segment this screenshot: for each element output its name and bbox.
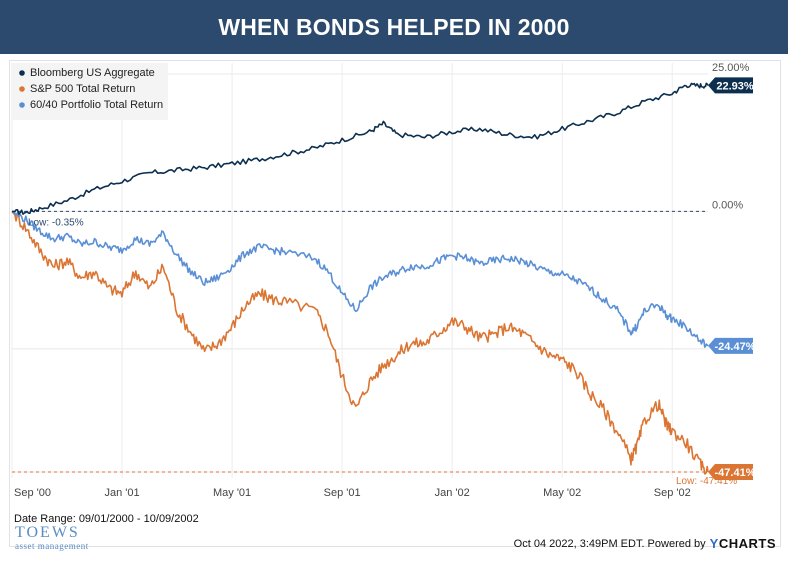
logo-main: TOEWS — [15, 524, 80, 541]
legend-marker-1 — [19, 86, 25, 92]
logo-sub: asset management — [15, 541, 89, 551]
x-tick-label: Jan '02 — [435, 487, 470, 499]
legend-marker-0 — [19, 70, 25, 76]
series-line-0 — [11, 82, 709, 215]
end-label-0: 22.93% — [716, 80, 754, 92]
legend-label-1: S&P 500 Total Return — [30, 83, 135, 95]
low-annotation-sp500: Low: -47.41% — [676, 476, 737, 487]
legend-box — [12, 63, 168, 120]
legend-label-0: Bloomberg US Aggregate — [30, 67, 155, 79]
end-label-tag-1 — [708, 464, 753, 481]
footer-credit: Oct 04 2022, 3:49PM EDT. Powered by YCHA… — [514, 536, 776, 551]
end-label-tag-2 — [708, 337, 753, 354]
legend-marker-2 — [19, 102, 25, 108]
x-tick-label: May '02 — [543, 487, 581, 499]
x-tick-label: May '01 — [213, 487, 251, 499]
end-label-1: -47.41% — [715, 467, 756, 479]
series-line-2 — [11, 210, 709, 348]
ycharts-y: Y — [709, 536, 719, 551]
y-tick-label: 0.00% — [712, 199, 743, 211]
ycharts-rest: CHARTS — [718, 536, 776, 551]
series-line-1 — [11, 210, 709, 475]
toews-logo: TOEWS asset management — [15, 524, 89, 552]
chart-title: WHEN BONDS HELPED IN 2000 — [218, 13, 570, 40]
end-label-2: -24.47% — [715, 341, 756, 353]
end-label-tag-0 — [708, 77, 753, 94]
x-tick-label: Sep '02 — [654, 487, 691, 499]
y-tick-label: 25.00% — [712, 62, 750, 74]
x-tick-label: Sep '00 — [14, 487, 51, 499]
ycharts-logo[interactable]: YCHARTS — [710, 536, 776, 551]
low-annotation-portfolio: Low: -0.35% — [28, 217, 84, 228]
chart-frame — [9, 60, 781, 547]
x-tick-label: Sep '01 — [324, 487, 361, 499]
legend-label-2: 60/40 Portfolio Total Return — [30, 99, 163, 111]
x-tick-label: Jan '01 — [104, 487, 139, 499]
date-range: Date Range: 09/01/2000 - 10/09/2002 — [14, 513, 199, 525]
timestamp: Oct 04 2022, 3:49PM EDT. Powered by — [513, 537, 706, 550]
title-banner: WHEN BONDS HELPED IN 2000 — [0, 0, 788, 54]
